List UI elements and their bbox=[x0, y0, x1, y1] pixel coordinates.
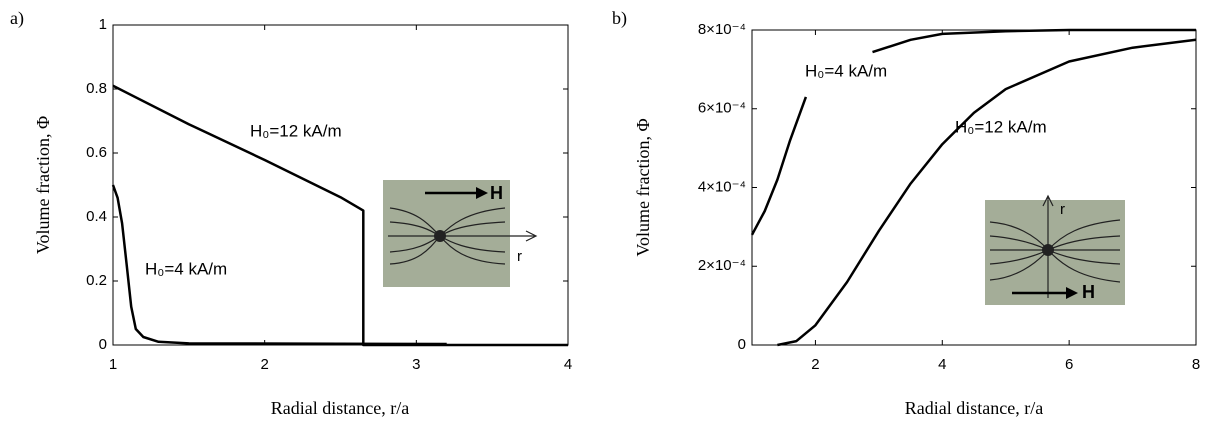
x-tick-label: 2 bbox=[811, 356, 819, 373]
particle bbox=[1042, 244, 1054, 256]
arrow-head bbox=[476, 187, 488, 199]
x-axis-label: Radial distance, r/a bbox=[271, 398, 409, 418]
series-line bbox=[750, 28, 1196, 236]
panel-label: a) bbox=[10, 8, 24, 29]
inset-label: r bbox=[517, 248, 522, 265]
plots: a) Radial distance, r/a Volume fraction, Φ… bbox=[10, 8, 1200, 418]
y-tick-label: 0.4 bbox=[86, 208, 107, 225]
x-tick-label: 1 bbox=[109, 356, 117, 373]
y-tick-label: 0 bbox=[738, 336, 746, 353]
y-tick-label: 0.2 bbox=[86, 272, 107, 289]
inset-a: H r bbox=[383, 180, 538, 287]
x-axis-label: Radial distance, r/a bbox=[905, 398, 1043, 418]
x-tick-label: 4 bbox=[564, 356, 572, 373]
x-tick-label: 6 bbox=[1065, 356, 1073, 373]
y-tick-label: 0 bbox=[99, 336, 107, 353]
particle bbox=[434, 230, 446, 242]
y-tick-label: 1 bbox=[99, 16, 107, 33]
plot-frame bbox=[751, 29, 1197, 346]
y-tick-label: 8×10⁻⁴ bbox=[698, 21, 746, 38]
inset-label: H bbox=[1082, 282, 1095, 302]
y-tick-label: 4×10⁻⁴ bbox=[698, 178, 746, 195]
y-tick-label: 0.8 bbox=[86, 80, 107, 97]
inset-label: r bbox=[1060, 201, 1065, 218]
y-tick-label: 0.6 bbox=[86, 144, 107, 161]
series-label: H₀=4 kA/m bbox=[805, 61, 887, 80]
panel-label: b) bbox=[612, 8, 627, 29]
series-label: H₀=12 kA/m bbox=[250, 121, 342, 140]
x-tick-label: 8 bbox=[1192, 356, 1200, 373]
series-label: H₀=4 kA/m bbox=[145, 259, 227, 278]
inset-b: r H bbox=[985, 194, 1125, 305]
series-line bbox=[777, 38, 1197, 347]
y-tick-label: 6×10⁻⁴ bbox=[698, 100, 746, 117]
y-axis-label: Volume fraction, Φ bbox=[633, 118, 653, 256]
series-line bbox=[111, 184, 447, 346]
y-axis-label: Volume fraction, Φ bbox=[33, 116, 53, 254]
inset-label: H bbox=[490, 183, 503, 203]
series-label: H₀=12 kA/m bbox=[955, 117, 1047, 136]
x-tick-label: 2 bbox=[260, 356, 268, 373]
inset-background bbox=[383, 180, 510, 287]
x-tick-label: 3 bbox=[412, 356, 420, 373]
arrow-head bbox=[1066, 287, 1078, 299]
y-tick-label: 2×10⁻⁴ bbox=[698, 257, 746, 274]
x-tick-label: 4 bbox=[938, 356, 946, 373]
